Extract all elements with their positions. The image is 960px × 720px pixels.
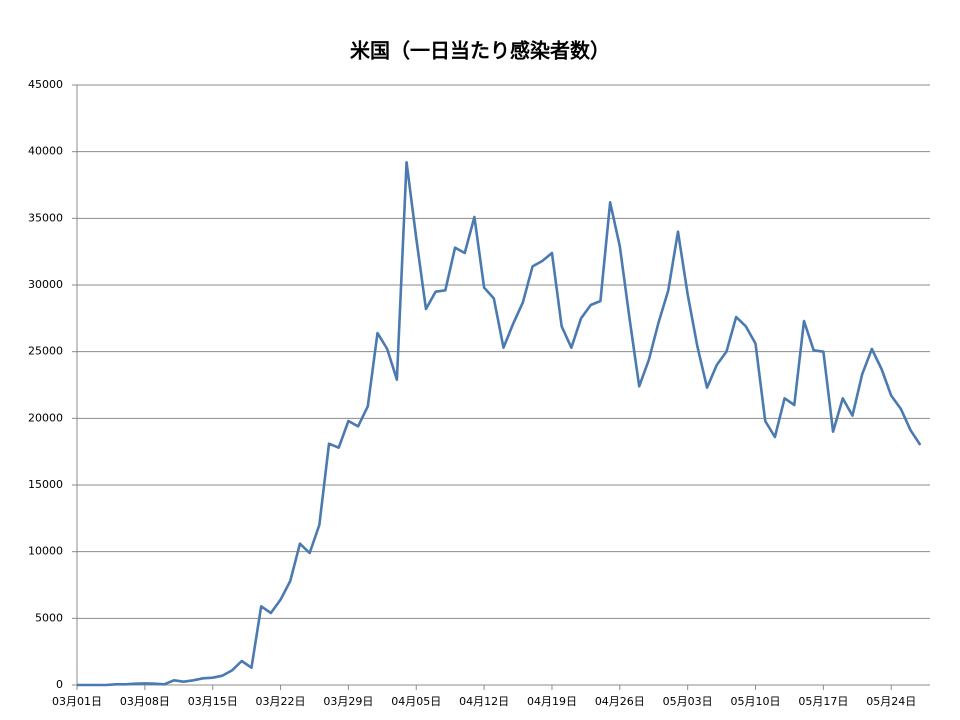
x-tick-label: 03月29日 [323,695,373,708]
x-tick-label: 03月15日 [188,695,238,708]
chart-title: 米国（一日当たり感染者数） [350,39,610,63]
y-tick-label: 40000 [28,145,63,158]
x-tick-label: 03月01日 [52,695,102,708]
y-tick-label: 10000 [28,545,63,558]
x-tick-label: 04月19日 [527,695,577,708]
y-tick-label: 35000 [28,211,63,224]
y-tick-label: 5000 [35,611,63,624]
x-tick-label: 05月03日 [663,695,713,708]
y-tick-label: 0 [56,678,63,691]
x-tick-label: 03月22日 [256,695,306,708]
x-tick-label: 04月26日 [595,695,645,708]
x-tick-label: 03月08日 [120,695,170,708]
x-tick-label: 05月24日 [866,695,916,708]
y-tick-label: 45000 [28,78,63,91]
data-line [77,161,922,687]
x-tick-label: 05月17日 [798,695,848,708]
y-tick-label: 20000 [28,411,63,424]
x-tick-label: 04月12日 [459,695,509,708]
x-tick-label: 04月05日 [391,695,441,708]
x-tick-label: 05月10日 [731,695,781,708]
y-tick-label: 30000 [28,278,63,291]
y-tick-label: 15000 [28,478,63,491]
y-tick-label: 25000 [28,345,63,358]
